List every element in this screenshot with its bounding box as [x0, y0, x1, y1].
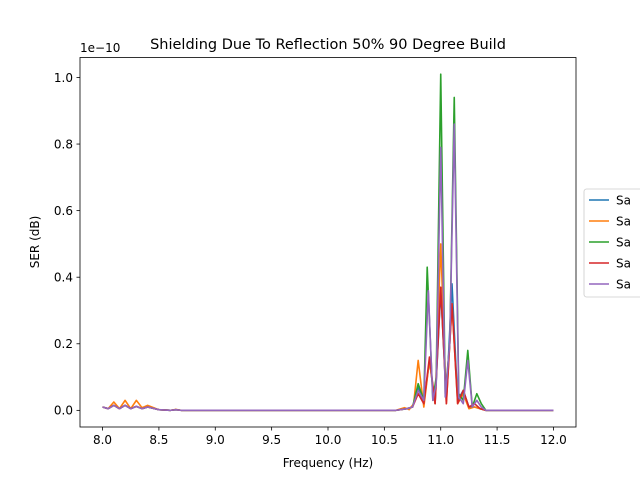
x-axis: 8.0 8.5 9.0 9.5 10.0 10.5 11.0 11.5 12.0	[93, 427, 567, 447]
series-line-1	[102, 283, 554, 412]
legend-entry: Sa	[616, 235, 631, 249]
y-axis-label: SER (dB)	[28, 216, 42, 269]
series-line-4	[102, 286, 554, 412]
y-tick-label: 0.0	[54, 404, 73, 418]
x-tick-label: 12.0	[540, 433, 567, 447]
x-tick-label: 10.0	[315, 433, 342, 447]
legend-entry: Sa	[616, 193, 631, 207]
y-tick-label: 0.6	[54, 204, 73, 218]
x-tick-label: 8.0	[93, 433, 112, 447]
series-line-5	[102, 123, 554, 412]
x-axis-label: Frequency (Hz)	[283, 456, 374, 470]
legend-box	[583, 188, 640, 298]
y-tick-label: 1.0	[54, 71, 73, 85]
x-tick-label: 11.5	[484, 433, 511, 447]
x-tick-label: 11.0	[427, 433, 454, 447]
chart-title: Shielding Due To Reflection 50% 90 Degre…	[150, 37, 506, 53]
legend-entry: Sa	[616, 214, 631, 228]
y-axis: 0.0 0.2 0.4 0.6 0.8 1.0	[54, 71, 80, 418]
x-tick-label: 10.5	[371, 433, 398, 447]
legend-entry: Sa	[616, 277, 631, 291]
series-line-2	[102, 243, 554, 412]
y-tick-label: 0.4	[54, 271, 73, 285]
series-line-3	[102, 73, 554, 412]
x-tick-label: 9.5	[262, 433, 281, 447]
x-tick-label: 8.5	[149, 433, 168, 447]
x-tick-label: 9.0	[206, 433, 225, 447]
y-tick-label: 0.8	[54, 137, 73, 151]
legend: Sa Sa Sa Sa Sa	[583, 188, 640, 298]
y-offset-label: 1e−10	[80, 41, 120, 55]
plot-lines	[102, 73, 554, 412]
plot-frame	[79, 57, 577, 428]
y-tick-label: 0.2	[54, 337, 73, 351]
legend-entry: Sa	[616, 256, 631, 270]
